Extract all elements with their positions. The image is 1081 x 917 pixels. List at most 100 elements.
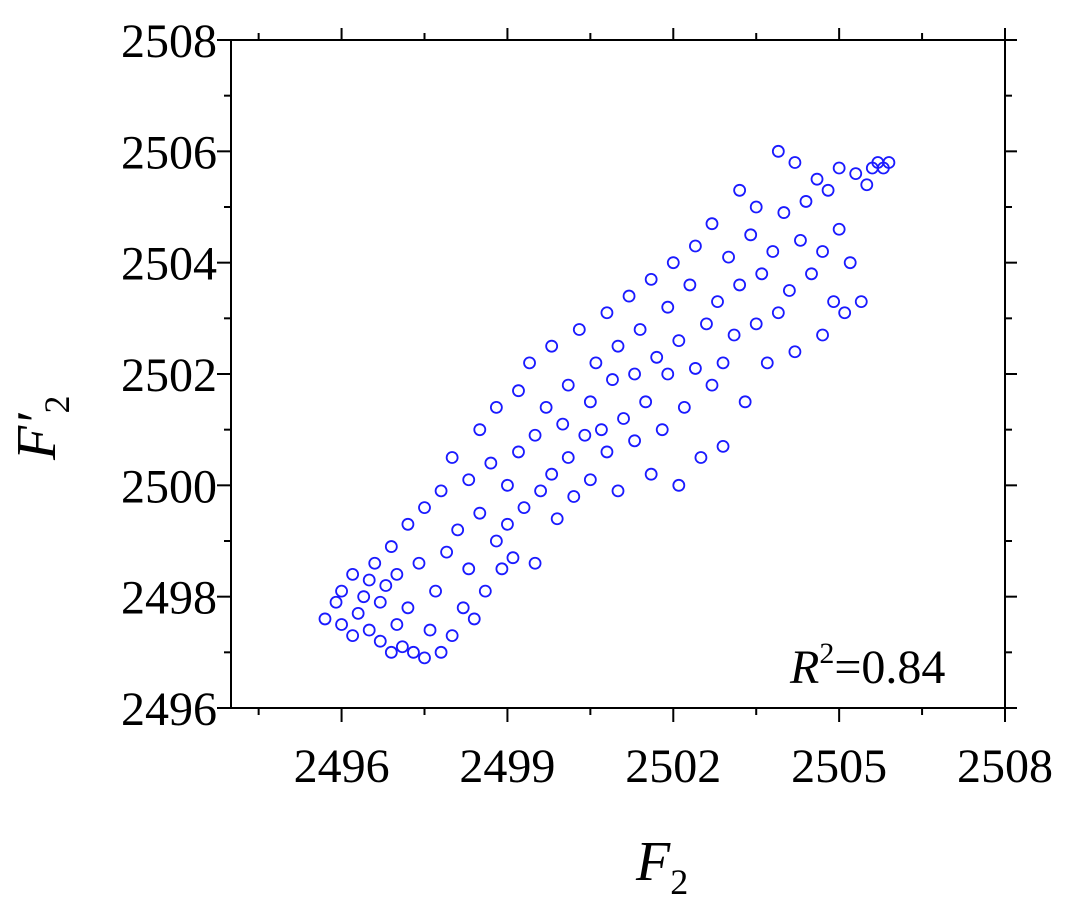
data-point (484, 456, 498, 470)
y-axis-title: F′2 (6, 396, 77, 461)
data-point (539, 400, 553, 414)
data-point (501, 478, 514, 492)
data-point (473, 506, 487, 520)
data-point (622, 289, 636, 303)
data-point (318, 612, 332, 626)
data-point (705, 378, 719, 392)
data-point (727, 328, 741, 342)
y-axis-title-main: F′ (6, 413, 68, 461)
data-point (462, 562, 476, 576)
data-point (788, 156, 802, 169)
data-point (600, 306, 614, 320)
data-point (816, 328, 829, 342)
y-tick-label: 2506 (121, 126, 217, 179)
data-point (655, 423, 669, 437)
data-point (832, 161, 846, 175)
data-point (528, 428, 542, 442)
data-point (357, 590, 371, 604)
data-point (827, 295, 841, 309)
data-point (346, 629, 360, 643)
y-tick-label: 2504 (121, 238, 217, 291)
x-tick-label: 2499 (459, 740, 555, 793)
data-point (716, 356, 730, 370)
data-point (528, 556, 542, 570)
data-point (351, 606, 365, 620)
data-point (434, 484, 448, 498)
data-point (379, 579, 393, 592)
data-point (650, 350, 664, 364)
data-point (760, 356, 774, 370)
data-point (512, 384, 525, 398)
data-point (473, 423, 487, 437)
data-point (705, 217, 719, 231)
data-point (384, 540, 398, 553)
data-point (749, 200, 763, 214)
data-point (545, 339, 559, 353)
x-tick-label: 2496 (294, 740, 390, 793)
data-point (661, 300, 675, 314)
y-axis-title-sub: 2 (37, 396, 77, 414)
data-point (860, 178, 874, 192)
data-point (362, 623, 376, 637)
data-point (633, 323, 647, 336)
data-point (401, 601, 415, 615)
data-point (838, 306, 852, 320)
data-point (644, 467, 658, 481)
x-axis-title: F2 (635, 831, 688, 902)
data-point (390, 568, 404, 581)
data-point (384, 645, 398, 659)
data-point (495, 562, 509, 576)
data-point (733, 183, 747, 197)
data-point (639, 395, 653, 409)
data-point (689, 239, 702, 253)
data-point (644, 272, 658, 286)
data-point (882, 156, 896, 169)
plot-border (230, 39, 1006, 709)
data-point (467, 612, 481, 626)
data-point (561, 378, 575, 392)
data-point (799, 195, 813, 208)
data-point (849, 167, 863, 181)
data-point (429, 584, 442, 598)
data-point (672, 478, 686, 492)
data-point (788, 345, 802, 359)
data-point (506, 551, 520, 565)
y-tick-label: 2496 (121, 683, 217, 736)
r-squared-superscript: 2 (819, 637, 834, 670)
x-axis-ticks: 2496 2499 2502 2505 2508 (257, 28, 1053, 793)
data-point (445, 629, 459, 643)
y-tick-label: 2508 (121, 15, 217, 68)
data-point (583, 395, 597, 409)
data-point (661, 367, 675, 381)
data-point (572, 323, 586, 336)
data-point (434, 645, 448, 659)
data-point (517, 501, 531, 515)
data-point (368, 556, 382, 570)
data-point (810, 172, 824, 186)
data-point (821, 183, 835, 197)
data-point (567, 490, 581, 503)
data-point (550, 512, 564, 526)
data-point (738, 395, 752, 409)
data-point (611, 339, 625, 353)
data-point (440, 545, 454, 559)
data-point (777, 206, 791, 219)
data-point (462, 473, 476, 487)
data-point (401, 517, 415, 531)
data-point (578, 428, 592, 442)
data-point (628, 434, 641, 448)
data-point (716, 439, 730, 453)
data-point (677, 400, 691, 414)
data-point (583, 473, 597, 487)
data-point (335, 584, 348, 598)
data-point (412, 556, 426, 570)
svg-text:F′2: F′2 (6, 396, 77, 461)
data-point (805, 267, 818, 281)
data-point (556, 417, 570, 431)
data-point (501, 517, 514, 531)
data-point (373, 634, 387, 648)
data-point (683, 278, 697, 292)
data-point (694, 451, 708, 464)
data-point (390, 618, 404, 631)
data-point (373, 595, 387, 609)
